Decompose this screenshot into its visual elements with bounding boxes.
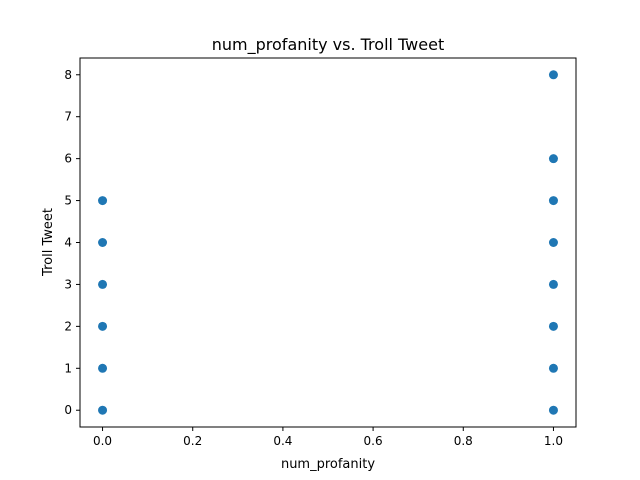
- data-point: [98, 238, 108, 247]
- x-axis-label: num_profanity: [281, 457, 375, 472]
- y-tick-label: 3: [64, 277, 72, 291]
- x-tick-label: 0.2: [183, 434, 202, 448]
- data-point: [548, 196, 558, 206]
- data-point: [98, 363, 108, 373]
- data-point: [98, 321, 108, 331]
- data-points: [98, 70, 558, 415]
- y-tick-label: 4: [64, 236, 72, 250]
- y-tick-label: 5: [64, 194, 72, 208]
- y-tick-label: 7: [64, 110, 72, 124]
- data-point: [98, 196, 108, 206]
- data-point: [548, 70, 558, 80]
- x-tick-label: 1.0: [544, 434, 563, 448]
- data-point: [548, 238, 558, 247]
- chart-title: num_profanity vs. Troll Tweet: [212, 35, 444, 55]
- data-point: [548, 154, 558, 164]
- data-point: [548, 321, 558, 331]
- data-point: [98, 279, 108, 289]
- y-tick-label: 1: [64, 361, 72, 375]
- y-tick-label: 2: [64, 319, 72, 333]
- y-axis-ticks: 0 1 2 3 4 5 6 7 8: [64, 68, 80, 417]
- x-tick-label: 0.4: [273, 434, 292, 448]
- data-point: [98, 405, 108, 415]
- y-tick-label: 0: [64, 403, 72, 417]
- x-tick-label: 0.8: [454, 434, 473, 448]
- y-tick-label: 8: [64, 68, 72, 82]
- y-axis-label: Troll Tweet: [41, 208, 56, 277]
- data-point: [548, 363, 558, 373]
- x-tick-label: 0.0: [93, 434, 112, 448]
- data-point: [548, 405, 558, 415]
- x-tick-label: 0.6: [364, 434, 383, 448]
- x-axis-ticks: 0.0 0.2 0.4 0.6 0.8 1.0: [93, 427, 563, 448]
- y-tick-label: 6: [64, 152, 72, 166]
- data-point: [548, 279, 558, 289]
